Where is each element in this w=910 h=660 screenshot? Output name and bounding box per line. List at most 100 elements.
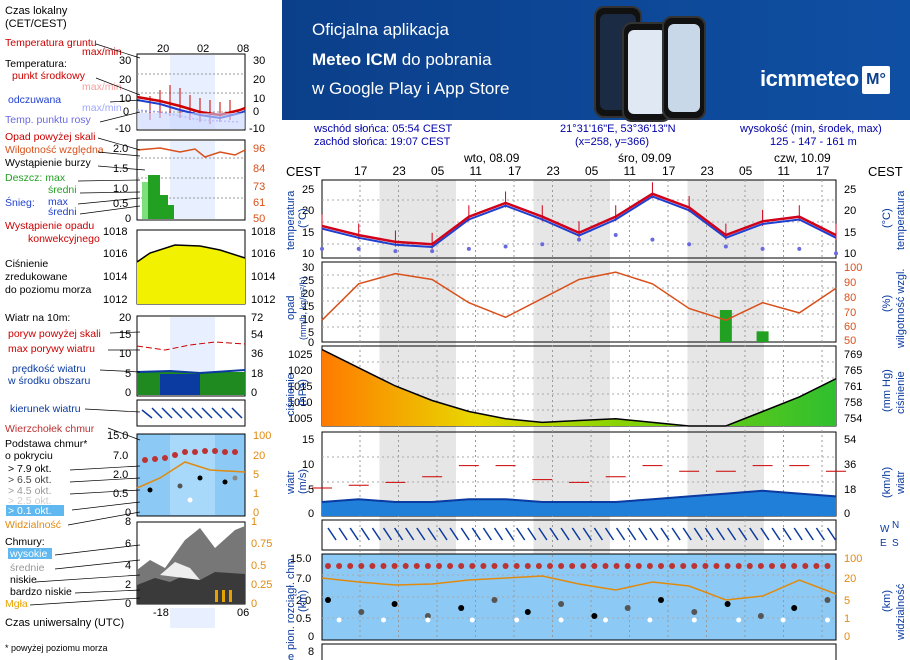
- temp-tick-r: 10: [844, 248, 856, 260]
- wind-arrow: [660, 527, 670, 541]
- legend-wind-arrows: [141, 407, 243, 419]
- legend-humidity-line: [136, 147, 246, 158]
- day-label-1: wto, 08.09: [463, 151, 520, 165]
- rain-axis-title: opad: [285, 296, 297, 320]
- legend-clouds: Chmury:: [5, 536, 45, 548]
- legend-wind-tick-l: 20: [119, 312, 131, 324]
- app-promo-banner[interactable]: Oficjalna aplikacja Meteo ICM do pobrani…: [282, 0, 910, 122]
- dew-point-dot: [503, 244, 508, 249]
- banner-line-2: Meteo ICM do pobrania: [312, 50, 492, 70]
- legend-temp-tick-l: 0: [123, 106, 129, 118]
- wind-arrow: [516, 527, 526, 541]
- legend-cb-tick-r: 100: [253, 430, 271, 442]
- legend-temp-line: [136, 95, 246, 117]
- hour-label: 23: [393, 164, 407, 178]
- pressure-axis-title: ciśnienie: [285, 373, 297, 416]
- wind-arrow: [338, 527, 348, 541]
- legend-wind-speed-2: w środku obszaru: [7, 375, 90, 387]
- legend-max-min: max/min: [82, 81, 122, 93]
- rain-panel: [321, 261, 837, 343]
- meteo-logo-box: M°: [862, 66, 890, 94]
- dew-point-dot: [320, 246, 324, 251]
- precip-bar: [719, 310, 732, 342]
- wind-tick: 5: [308, 484, 314, 496]
- legend-humidity: Wilgotność względna: [5, 144, 104, 156]
- cloud-base-dot: [791, 605, 798, 611]
- cloud-base-dot: [391, 601, 398, 607]
- wind-arrow: [405, 527, 415, 541]
- legend-vis-tick-l: 6: [125, 538, 131, 550]
- legend-wind-tick-r: 72: [251, 312, 263, 324]
- wind-arrow: [804, 527, 814, 541]
- legend-cloud-base-dots: [147, 475, 238, 503]
- pressure-axis-title-r: ciśnienie: [895, 371, 907, 414]
- rain-tick: 30: [302, 262, 314, 274]
- pressure-tick-r: 765: [844, 365, 862, 377]
- cloud-base-dot: [624, 605, 631, 611]
- legend-local-time: Czas lokalny: [5, 5, 68, 17]
- pressure-axis-unit-r: (mm Hg): [881, 369, 893, 412]
- wind-arrow: [416, 527, 426, 541]
- cloud-top-dot: [591, 563, 598, 569]
- legend-rain: Deszcz: max: [5, 172, 66, 184]
- legend-footnote: * powyżej poziomu morza: [5, 643, 108, 653]
- legend-wind-tick-l: 15: [119, 329, 131, 341]
- feels-like-line: [321, 195, 837, 249]
- rain-tick: 0: [308, 337, 314, 349]
- cloud-base-dot-thin: [425, 617, 431, 623]
- wind-arrow: [726, 527, 737, 541]
- temp-tick: 20: [302, 205, 314, 217]
- legend-cloud-base-2: o pokryciu: [5, 450, 53, 462]
- legend-precip-above: Opad powyżej skali: [5, 131, 95, 143]
- meteogram-chart: CEST CEST wto, 08.09 śro, 09.09 czw, 10.…: [285, 151, 907, 660]
- cloud-base-dot: [524, 609, 531, 615]
- dew-point-dot: [650, 237, 655, 242]
- temp-tick-r: 25: [844, 184, 856, 196]
- banner-app-name: Meteo ICM: [312, 50, 397, 69]
- legend-vis-tick-l: 0: [125, 598, 131, 610]
- visibility-tick: 0: [844, 631, 850, 643]
- hour-label: 05: [739, 164, 753, 178]
- legend-utc: Czas uniwersalny (UTC): [5, 617, 124, 629]
- wind-tick-r: 36: [844, 459, 856, 471]
- legend-pres-tick-l: 1016: [103, 248, 127, 260]
- legend-rain-tick-r: 61: [253, 197, 265, 209]
- cloud-top-dot: [447, 563, 454, 569]
- legend-panel: Czas lokalny (CET/CEST) 20 02 08 30 20 1…: [5, 5, 275, 653]
- rain-axis-unit: (mm/h, kg/m²/h): [298, 276, 308, 340]
- wind-line: [321, 489, 837, 503]
- cloud-top-dot: [702, 563, 709, 569]
- legend-fog: Mgła: [5, 598, 28, 610]
- cloud-top-dot: [746, 563, 753, 569]
- wind-arrow: [471, 527, 481, 541]
- legend-pres-tick-l: 1012: [103, 294, 127, 306]
- cloud-top-dot: [824, 563, 831, 569]
- wind-arrow: [549, 527, 559, 541]
- legend-low: niskie: [10, 574, 37, 586]
- legend-okt-5: > 0.1 okt.: [8, 505, 52, 517]
- cloud-top-dot: [680, 563, 687, 569]
- cloud-top-dot: [513, 563, 520, 569]
- wind-arrow: [815, 527, 826, 541]
- legend-pres-tick-r: 1012: [251, 294, 275, 306]
- wind-arrow: [760, 527, 770, 541]
- cloud-top-dot: [480, 563, 487, 569]
- legend-pres-tick-r: 1014: [251, 271, 275, 283]
- legend-cloud-top-dots: [142, 448, 238, 463]
- dew-point-dot: [577, 237, 581, 242]
- dew-point-dot: [356, 246, 361, 251]
- wind-arrow: [693, 527, 703, 541]
- legend-pressure-2: zredukowane: [5, 271, 68, 283]
- legend-cb-tick-r: 0: [253, 507, 259, 519]
- legend-temp-tick-r: 30: [253, 55, 265, 67]
- legend-snow: Śnieg:: [5, 196, 35, 209]
- legend-wind-dir: kierunek wiatru: [10, 403, 81, 415]
- legend-temp-tick-l: -10: [115, 123, 131, 135]
- cloud-top-dot: [724, 563, 731, 569]
- legend-pres-tick-r: 1016: [251, 248, 275, 260]
- legend-cloud-base: Podstawa chmur*: [5, 438, 87, 450]
- legend-temp-tick-r: 20: [253, 74, 265, 86]
- cloud-base-dot: [491, 597, 498, 603]
- legend-wind-tick-l: 5: [125, 368, 131, 380]
- legend-pres-tick-l: 1014: [103, 271, 127, 283]
